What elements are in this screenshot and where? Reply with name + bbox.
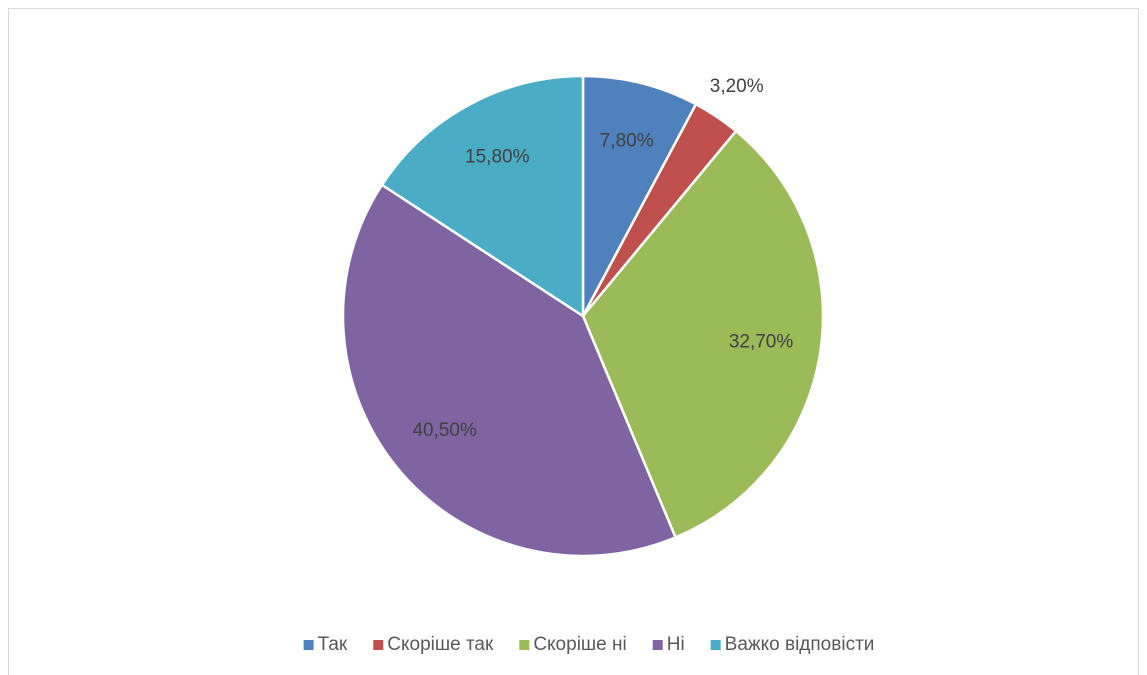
data-labels: 7,80% 3,20% 32,70% 40,50% 15,80% [412,76,793,441]
legend-swatch [710,640,721,650]
pie [341,74,825,558]
legend-label: Скоріше ні [533,634,626,655]
legend: Так Скоріше так Скоріше ні Ні Важко відповіс… [303,634,875,655]
legend-swatch [652,640,663,650]
data-label: 3,20% [710,76,764,97]
data-label: 15,80% [465,147,530,168]
pie-slice [581,74,698,317]
pie-slice [341,183,678,558]
legend-swatch [373,640,384,650]
legend-label: Так [318,634,348,655]
data-label: 40,50% [412,420,477,441]
pie-slice [581,129,825,540]
legend-label: Ні [667,634,685,655]
legend-swatch [303,640,314,650]
legend-swatch [519,640,530,650]
legend-label: Скоріше так [387,634,494,655]
pie-slice [380,74,585,319]
legend-label: Важко відповісти [725,634,875,655]
data-label: 7,80% [600,130,654,151]
data-label: 32,70% [729,331,794,352]
